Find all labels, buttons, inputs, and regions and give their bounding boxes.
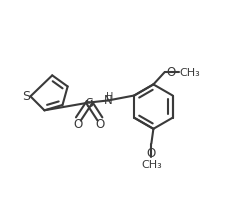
Text: O: O [166,66,176,78]
Text: H: H [106,91,114,101]
Text: O: O [73,117,83,130]
Text: S: S [22,90,30,103]
Text: CH₃: CH₃ [180,68,201,78]
Text: CH₃: CH₃ [141,159,162,169]
Text: O: O [96,117,105,130]
Text: O: O [147,146,156,159]
Text: N: N [104,94,113,107]
Text: S: S [85,97,93,109]
